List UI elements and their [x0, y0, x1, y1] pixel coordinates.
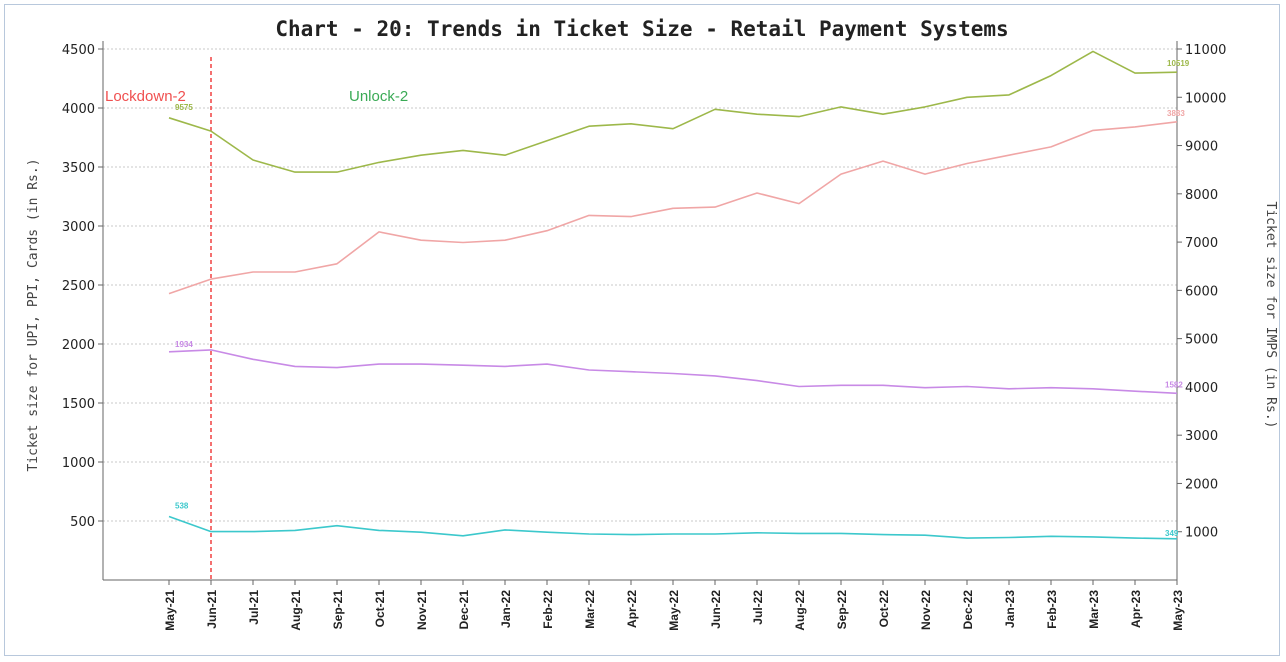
series-lines — [168, 50, 1178, 580]
data-label: 538 — [175, 502, 189, 511]
x-tick-label: Nov-22 — [919, 590, 933, 630]
chart-title: Chart - 20: Trends in Ticket Size - Reta… — [275, 17, 1008, 41]
y-tick-label-left: 500 — [70, 515, 95, 530]
x-tick-label: Sep-21 — [331, 590, 345, 630]
x-tick-label: May-23 — [1171, 590, 1185, 631]
y-axis-title-left: Ticket size for UPI, PPI, Cards (in Rs.) — [26, 158, 41, 471]
x-tick-label: Jul-21 — [247, 590, 261, 625]
x-tick-label: Oct-22 — [877, 590, 891, 628]
data-label: 9575 — [175, 103, 193, 112]
series-line — [168, 121, 1178, 295]
series-line — [168, 515, 1178, 540]
data-label: 10519 — [1167, 59, 1190, 68]
y-tick-label-left: 2000 — [62, 338, 95, 353]
annotation-unlock: Unlock-2 — [349, 88, 408, 105]
y-tick-label-left: 4000 — [62, 102, 95, 117]
x-tick-label: Mar-22 — [583, 590, 597, 629]
x-tick-label: Mar-23 — [1087, 590, 1101, 629]
y-tick-label-left: 3000 — [62, 220, 95, 235]
x-tick-label: Feb-23 — [1045, 590, 1059, 629]
x-tick-label: Jan-23 — [1003, 590, 1017, 628]
y-tick-label-left: 1000 — [62, 456, 95, 471]
y-tick-label-right: 4000 — [1185, 381, 1218, 396]
x-tick-label: Jun-22 — [709, 590, 723, 629]
annotation-lockdown: Lockdown-2 — [105, 88, 186, 105]
x-tick-label: Apr-22 — [625, 590, 639, 628]
x-tick-label: Jul-22 — [751, 590, 765, 625]
chart-frame: Chart - 20: Trends in Ticket Size - Reta… — [4, 4, 1280, 656]
x-tick-label: Sep-22 — [835, 590, 849, 630]
series-line — [168, 50, 1178, 173]
x-tick-label: Aug-21 — [289, 590, 303, 631]
y-tick-label-right: 3000 — [1185, 429, 1218, 444]
y-tick-label-right: 7000 — [1185, 236, 1218, 251]
y-tick-label-right: 1000 — [1185, 526, 1218, 541]
x-tick-label: Feb-22 — [541, 590, 555, 629]
data-label: 1934 — [175, 340, 193, 349]
y-tick-label-left: 2500 — [62, 279, 95, 294]
y-tick-label-right: 11000 — [1185, 43, 1226, 58]
x-tick-label: Aug-22 — [793, 590, 807, 631]
series-line — [168, 349, 1178, 395]
y-tick-label-left: 4500 — [62, 43, 95, 58]
data-label: 3883 — [1167, 109, 1185, 118]
x-tick-label: Dec-21 — [457, 590, 471, 630]
data-labels: 9575 10519 3883 1934 1582 538 349 — [175, 59, 1190, 538]
y-tick-label-left: 3500 — [62, 161, 95, 176]
x-tick-label: Apr-23 — [1129, 590, 1143, 628]
y-tick-label-right: 5000 — [1185, 333, 1218, 348]
y-tick-label-right: 9000 — [1185, 140, 1218, 155]
y-tick-label-right: 6000 — [1185, 284, 1218, 299]
x-tick-label: Jan-22 — [499, 590, 513, 628]
y-tick-label-left: 1500 — [62, 397, 95, 412]
x-tick-label: May-22 — [667, 590, 681, 631]
y-tick-label-right: 2000 — [1185, 477, 1218, 492]
gridlines — [103, 48, 1177, 522]
x-tick-label: Jun-21 — [205, 590, 219, 629]
x-tick-label: May-21 — [163, 590, 177, 631]
x-tick-label: Oct-21 — [373, 590, 387, 628]
x-tick-label: Dec-22 — [961, 590, 975, 630]
y-tick-label-right: 8000 — [1185, 188, 1218, 203]
y-tick-label-right: 10000 — [1185, 91, 1226, 106]
y-axis-title-right: Ticket size for IMPS (in Rs.) — [1263, 202, 1278, 429]
data-label: 349 — [1165, 529, 1179, 538]
axes: 500 1000 1500 2000 2500 3000 3500 4000 4500 1000 2… — [62, 41, 1226, 631]
x-tick-label: Nov-21 — [415, 590, 429, 630]
data-label: 1582 — [1165, 380, 1183, 389]
chart: Chart - 20: Trends in Ticket Size - Reta… — [26, 17, 1278, 631]
